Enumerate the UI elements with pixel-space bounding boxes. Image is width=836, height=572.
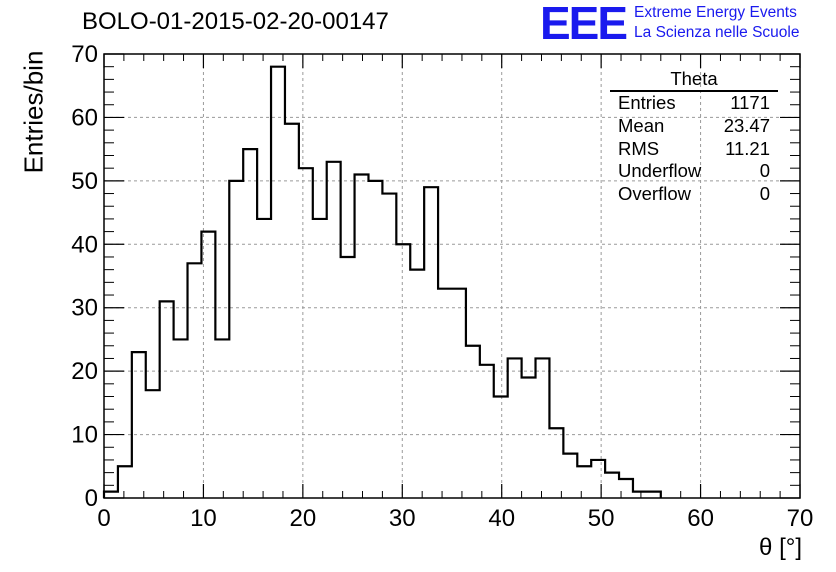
stat-label: Mean <box>618 114 665 136</box>
stat-label: Overflow <box>618 183 691 205</box>
y-tick-label: 30 <box>71 295 98 322</box>
histogram-series <box>102 65 662 498</box>
stats-title: Theta <box>610 68 778 92</box>
x-tick-label: 30 <box>389 505 416 532</box>
stat-row: Mean 23.47 <box>610 115 778 138</box>
x-tick-label: 70 <box>787 505 814 532</box>
y-axis-label: Entries/bin <box>18 50 49 174</box>
y-tick-label: 40 <box>71 231 98 258</box>
stat-value: 0 <box>759 183 770 205</box>
stats-box: Theta Entries 1171 Mean 23.47 RMS 11.21 … <box>610 68 778 206</box>
chart-title: BOLO-01-2015-02-20-00147 <box>82 8 389 35</box>
x-axis-label: θ [°] <box>759 534 802 561</box>
stat-value: 1171 <box>730 92 770 113</box>
x-tick-label: 0 <box>97 505 110 532</box>
y-tick-labels: 0 10 20 30 40 50 60 70 <box>71 41 98 512</box>
plot-frame <box>103 53 801 499</box>
stat-value: 11.21 <box>725 137 770 159</box>
brand-line-2: La Scienza nelle Scuole <box>634 24 800 41</box>
brand-block: EEE Extreme Energy Events La Scienza nel… <box>540 0 800 46</box>
stat-value: 0 <box>759 160 770 182</box>
x-tick-label: 50 <box>588 505 615 532</box>
y-tick-label: 60 <box>71 104 98 131</box>
y-tick-label: 70 <box>71 41 98 68</box>
brand-line-1: Extreme Energy Events <box>634 4 797 21</box>
stat-row: Overflow 0 <box>610 183 778 206</box>
y-tick-label: 0 <box>85 485 98 512</box>
stat-row: RMS 11.21 <box>610 138 778 161</box>
x-tick-labels: 0 10 20 30 40 50 60 70 <box>97 505 813 532</box>
y-tick-label: 20 <box>71 358 98 385</box>
stat-value: 23.47 <box>723 114 770 136</box>
eee-logo: EEE <box>540 0 628 49</box>
x-tick-label: 60 <box>687 505 714 532</box>
y-tick-label: 10 <box>71 422 98 449</box>
x-tick-label: 10 <box>190 505 217 532</box>
axis-ticks <box>103 53 801 499</box>
stat-label: Entries <box>618 92 676 113</box>
y-tick-label: 50 <box>71 168 98 195</box>
x-tick-label: 40 <box>488 505 515 532</box>
stat-row: Underflow 0 <box>610 160 778 183</box>
stat-label: Underflow <box>618 160 702 182</box>
grid-lines <box>104 54 800 498</box>
stat-row: Entries 1171 <box>610 92 778 115</box>
x-tick-label: 20 <box>290 505 317 532</box>
stat-label: RMS <box>618 137 660 159</box>
brand-text: Extreme Energy Events La Scienza nelle S… <box>634 3 799 43</box>
